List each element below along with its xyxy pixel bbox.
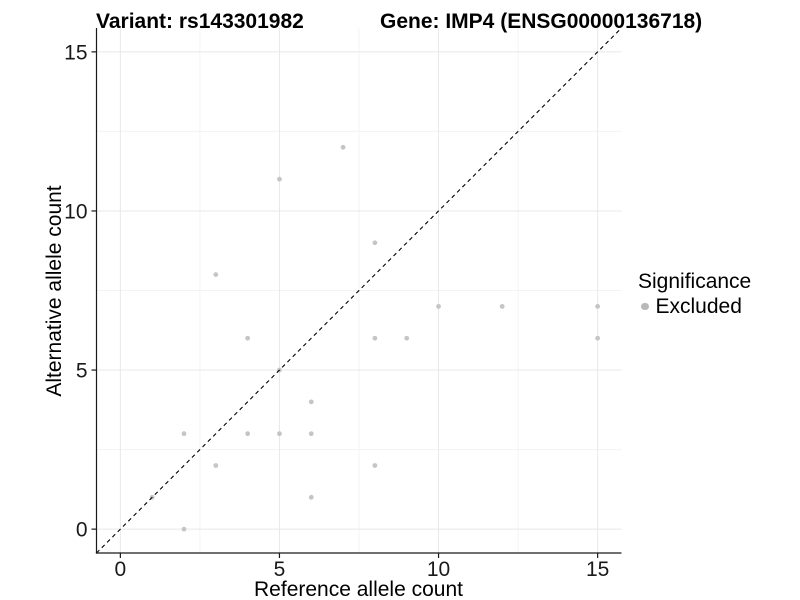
data-point	[245, 431, 251, 437]
data-point	[277, 431, 282, 437]
y-tick-label: 15	[64, 41, 87, 64]
data-point	[340, 144, 346, 150]
data-point	[277, 176, 282, 182]
plot-title-variant: Variant: rs143301982	[96, 10, 304, 33]
data-point	[181, 526, 187, 532]
identity-line	[96, 27, 622, 554]
data-point	[213, 272, 219, 277]
legend-title: Significance	[638, 270, 752, 293]
data-point	[595, 335, 601, 341]
data-point	[499, 304, 505, 309]
data-point	[372, 240, 378, 246]
data-point	[308, 494, 314, 500]
x-tick-label: 10	[427, 558, 450, 581]
data-point	[245, 335, 251, 341]
x-tick-label: 0	[115, 558, 127, 581]
data-point	[308, 431, 314, 437]
data-point	[181, 431, 187, 437]
data-point	[595, 304, 601, 309]
legend-item-excluded: Excluded	[638, 295, 751, 318]
x-tick-label: 5	[274, 558, 286, 581]
legend-key-dot-icon	[641, 302, 649, 311]
y-tick-label: 5	[76, 360, 88, 383]
legend-item-label: Excluded	[655, 295, 742, 318]
plot-title-gene: Gene: IMP4 (ENSG00000136718)	[380, 10, 703, 33]
data-point	[213, 463, 219, 468]
x-axis-label: Reference allele count	[254, 578, 463, 600]
y-tick-label: 0	[76, 519, 88, 542]
data-point	[372, 335, 378, 341]
data-point	[404, 335, 410, 341]
legend: Significance Excluded	[638, 270, 751, 318]
data-point	[372, 463, 378, 468]
y-tick-label: 10	[64, 200, 87, 223]
data-point	[308, 399, 314, 405]
y-axis-label: Alternative allele count	[43, 185, 66, 397]
data-point	[436, 304, 441, 309]
x-tick-label: 15	[586, 558, 609, 581]
